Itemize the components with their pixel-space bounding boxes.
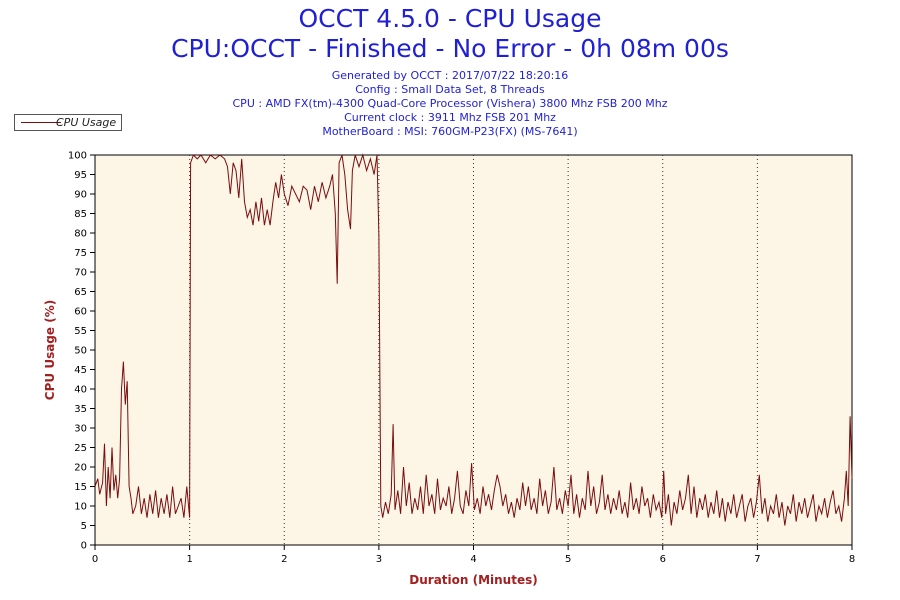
- info-block: Generated by OCCT : 2017/07/22 18:20:16 …: [0, 69, 900, 139]
- y-tick-label: 30: [74, 424, 87, 435]
- info-motherboard: MotherBoard : MSI: 760GM-P23(FX) (MS-764…: [322, 125, 578, 138]
- legend-label: CPU Usage: [56, 116, 117, 129]
- y-tick-label: 25: [74, 443, 87, 454]
- info-cpu: CPU : AMD FX(tm)-4300 Quad-Core Processo…: [232, 97, 668, 110]
- y-tick-label: 55: [74, 326, 87, 337]
- y-tick-label: 35: [74, 404, 87, 415]
- y-tick-label: 10: [74, 502, 87, 513]
- x-tick-label: 2: [281, 554, 287, 565]
- x-tick-label: 4: [470, 554, 476, 565]
- info-clock: Current clock : 3911 Mhz FSB 201 Mhz: [344, 111, 556, 124]
- y-tick-label: 75: [74, 248, 87, 259]
- info-generated: Generated by OCCT : 2017/07/22 18:20:16: [331, 69, 569, 82]
- y-tick-label: 95: [74, 170, 87, 181]
- y-tick-label: 15: [74, 482, 87, 493]
- x-axis-label: Duration (Minutes): [409, 573, 537, 587]
- legend-swatch: [21, 122, 61, 123]
- y-tick-label: 85: [74, 209, 87, 220]
- x-tick-label: 1: [186, 554, 192, 565]
- x-tick-label: 5: [565, 554, 571, 565]
- legend: CPU Usage: [14, 114, 122, 131]
- y-tick-label: 60: [74, 307, 87, 318]
- y-tick-label: 40: [74, 385, 87, 396]
- y-tick-label: 45: [74, 365, 87, 376]
- y-tick-label: 100: [68, 151, 87, 162]
- y-tick-label: 20: [74, 463, 87, 474]
- y-axis-label: CPU Usage (%): [43, 300, 57, 400]
- chart-subtitle: CPU:OCCT - Finished - No Error - 0h 08m …: [171, 34, 729, 63]
- info-config: Config : Small Data Set, 8 Threads: [355, 83, 545, 96]
- x-tick-label: 6: [660, 554, 666, 565]
- y-tick-label: 65: [74, 287, 87, 298]
- y-tick-label: 0: [81, 541, 87, 552]
- x-tick-label: 7: [754, 554, 760, 565]
- y-tick-label: 90: [74, 190, 87, 201]
- x-tick-label: 0: [92, 554, 98, 565]
- y-tick-label: 50: [74, 346, 87, 357]
- x-tick-label: 8: [849, 554, 855, 565]
- x-tick-label: 3: [376, 554, 382, 565]
- y-tick-label: 70: [74, 268, 87, 279]
- chart-title: OCCT 4.5.0 - CPU Usage: [298, 4, 602, 33]
- y-tick-label: 80: [74, 229, 87, 240]
- series-line-cpu-usage: [94, 153, 853, 526]
- y-tick-label: 5: [81, 521, 87, 532]
